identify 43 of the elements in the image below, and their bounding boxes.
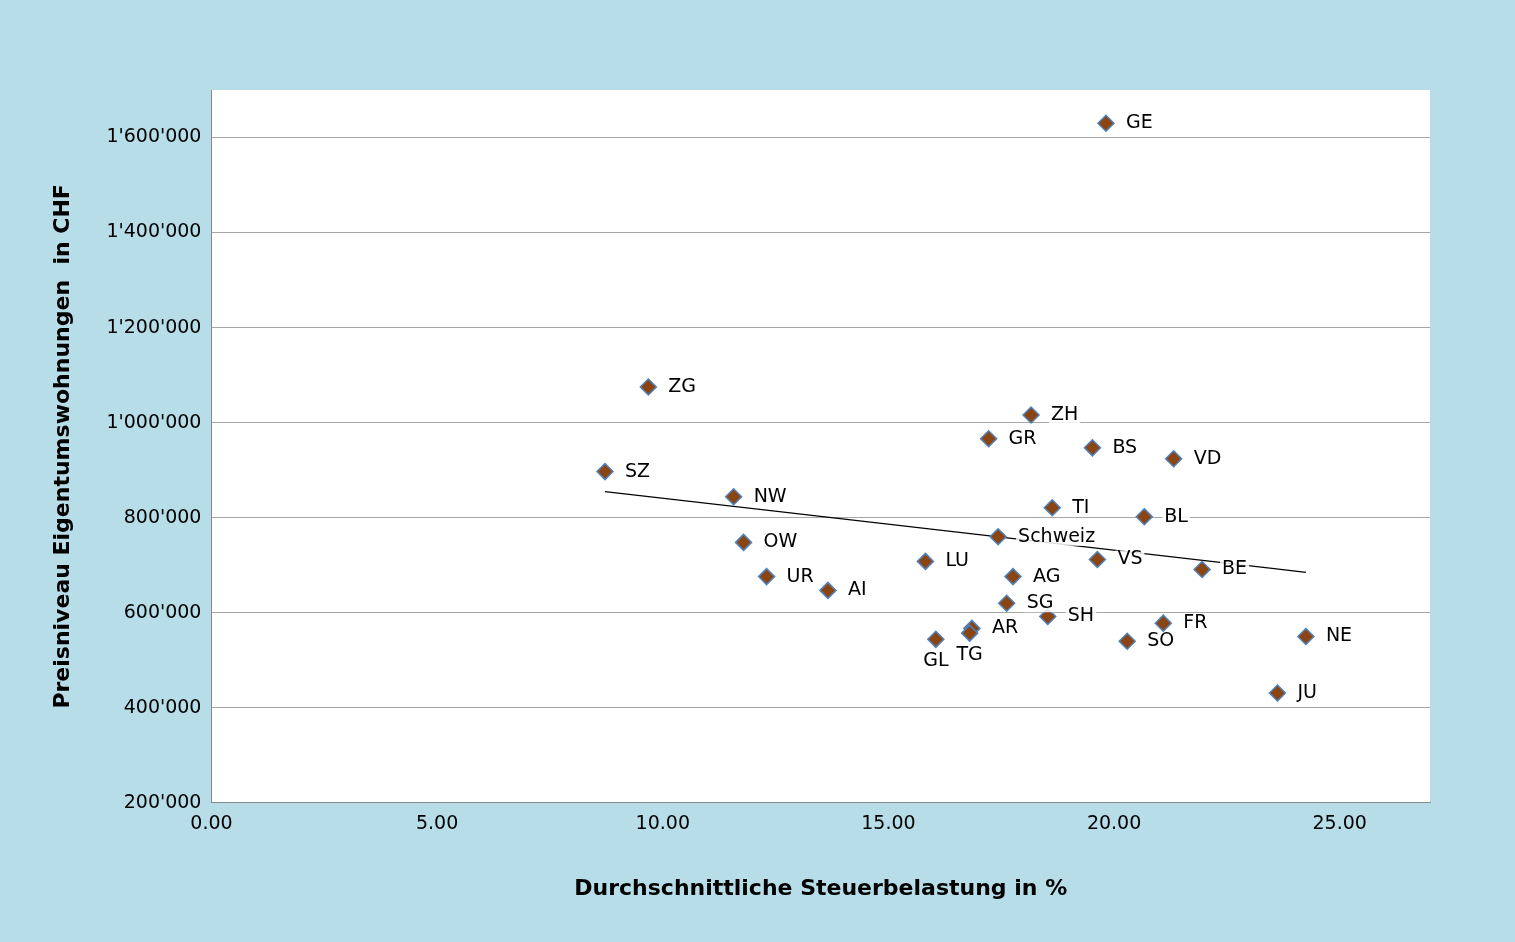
- annotation: UR: [786, 563, 814, 586]
- x-axis-title: Durchschnittliche Steuerbelastung in %: [574, 874, 1068, 900]
- annotation: ZG: [668, 373, 697, 396]
- annotation: BE: [1222, 556, 1248, 579]
- y-tick-label: 1'200'000: [106, 314, 202, 337]
- annotation: SZ: [625, 458, 651, 481]
- y-tick-label: 200'000: [123, 789, 202, 812]
- annotation: NW: [753, 483, 787, 506]
- annotation: BS: [1112, 434, 1138, 457]
- annotation: VS: [1117, 546, 1143, 569]
- annotation: SO: [1147, 628, 1175, 651]
- annotation: OW: [763, 529, 798, 552]
- x-tick-label: 5.00: [415, 811, 459, 834]
- x-tick-label: 0.00: [190, 811, 233, 834]
- annotation: FR: [1183, 610, 1208, 633]
- annotation: AI: [847, 577, 867, 600]
- annotation: Schweiz: [1018, 523, 1096, 546]
- annotation: GR: [1008, 425, 1037, 448]
- y-tick-label: 800'000: [123, 504, 202, 527]
- annotation: VD: [1193, 445, 1222, 468]
- annotation: LU: [945, 548, 969, 571]
- x-tick-label: 15.00: [861, 811, 916, 834]
- y-tick-label: 1'600'000: [106, 124, 202, 147]
- x-tick-label: 10.00: [635, 811, 690, 834]
- x-tick-label: 20.00: [1086, 811, 1142, 834]
- annotation: SG: [1026, 590, 1054, 613]
- annotation: BL: [1164, 503, 1189, 526]
- y-tick-label: 400'000: [123, 694, 202, 717]
- annotation: AR: [991, 615, 1019, 638]
- annotation: SH: [1067, 603, 1095, 626]
- annotation: TI: [1071, 494, 1090, 517]
- y-axis-title: Preisniveau Eigentumswohnungen in CHF: [48, 184, 74, 709]
- annotation: NE: [1325, 623, 1353, 646]
- annotation: TG: [955, 642, 983, 665]
- y-tick-label: 1'400'000: [106, 219, 202, 242]
- y-tick-label: 1'000'000: [106, 409, 202, 432]
- x-tick-label: 25.00: [1312, 811, 1367, 834]
- annotation: ZH: [1051, 401, 1079, 424]
- annotation: AG: [1032, 563, 1061, 586]
- annotation: GL: [923, 648, 949, 671]
- annotation: GE: [1125, 110, 1153, 133]
- y-tick-label: 600'000: [123, 599, 202, 622]
- annotation: JU: [1296, 679, 1317, 702]
